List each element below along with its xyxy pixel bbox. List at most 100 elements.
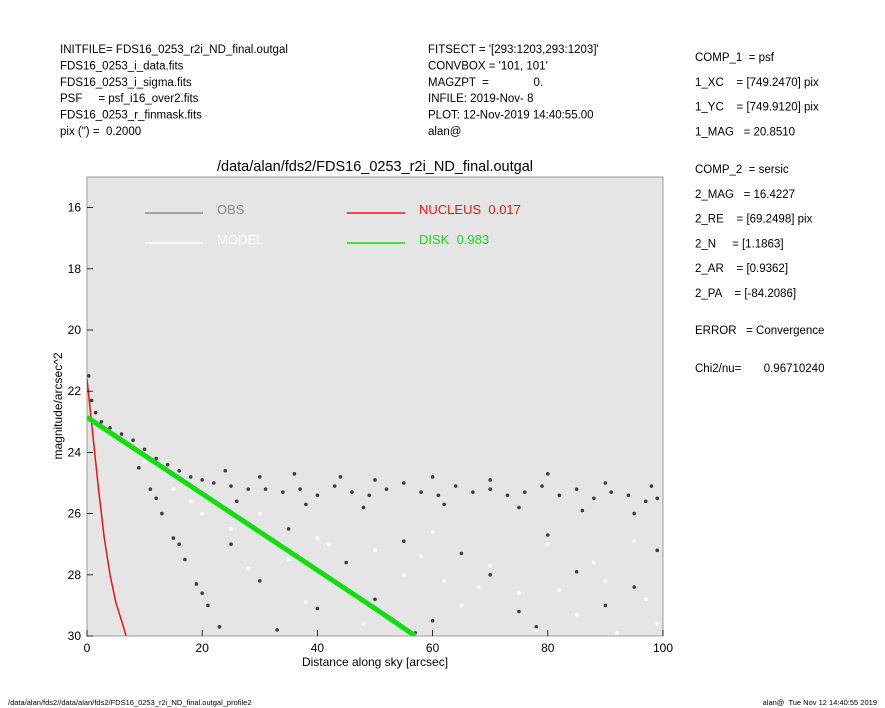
fit-parameter: 1_MAG = 20.8510 — [695, 126, 795, 138]
data-point — [655, 621, 660, 626]
data-point — [574, 569, 579, 574]
data-point — [171, 487, 176, 491]
data-point — [488, 478, 493, 482]
data-point — [402, 481, 406, 485]
data-point — [649, 484, 654, 488]
data-point — [258, 579, 262, 583]
data-point — [292, 472, 297, 476]
data-point — [430, 475, 435, 479]
fit-parameter: 2_PA = [-84.2086] — [695, 288, 796, 300]
data-point — [137, 465, 141, 470]
data-point — [160, 511, 164, 516]
fit-parameter: 2_AR = [0.9362] — [695, 263, 788, 275]
data-point — [263, 487, 268, 491]
data-point — [229, 484, 233, 488]
data-point — [488, 573, 493, 577]
y-tick-label: 20 — [68, 323, 82, 337]
header-line: INITFILE= FDS16_0253_r2i_ND_final.outgal — [60, 44, 288, 56]
data-point — [557, 493, 562, 498]
data-point — [632, 539, 636, 543]
data-point — [643, 597, 648, 602]
data-point — [177, 468, 181, 473]
y-tick-label: 24 — [68, 445, 82, 459]
data-point — [108, 426, 112, 430]
y-tick-label: 18 — [68, 262, 82, 276]
data-point — [459, 603, 464, 608]
data-point — [574, 487, 579, 491]
fit-parameter: 2_N = [1.1863] — [695, 238, 784, 250]
header-line: alan@ — [428, 126, 461, 138]
data-point — [517, 609, 521, 614]
data-point — [592, 496, 596, 501]
data-point — [442, 502, 446, 507]
data-point — [206, 603, 210, 608]
y-tick-label: 30 — [68, 629, 82, 643]
x-tick-label: 0 — [84, 641, 91, 655]
data-point — [183, 557, 187, 562]
data-point — [546, 533, 550, 537]
data-point — [557, 588, 562, 592]
y-axis-label: magnitude/arcsec^2 — [51, 352, 65, 459]
data-point — [367, 493, 372, 498]
data-point — [361, 505, 366, 510]
data-point — [275, 628, 279, 632]
footer-right: alan@ Tue Nov 12 14:40:55 2019 — [763, 698, 877, 707]
data-point — [546, 472, 550, 476]
data-point — [402, 573, 406, 577]
data-point — [338, 475, 343, 479]
data-point — [165, 462, 170, 467]
data-point — [546, 542, 550, 546]
data-point — [200, 511, 204, 516]
y-tick-label: 16 — [68, 201, 82, 215]
data-point — [89, 398, 94, 403]
data-point — [436, 493, 441, 498]
data-point — [632, 511, 636, 516]
data-point — [246, 566, 251, 571]
data-point — [142, 447, 147, 452]
data-point — [315, 493, 320, 498]
data-point — [603, 481, 608, 485]
data-point — [517, 591, 521, 595]
data-point — [402, 539, 406, 543]
data-point — [603, 603, 608, 608]
data-point — [286, 557, 291, 562]
fit-parameter: 2_RE = [69.2498] pix — [695, 214, 813, 226]
data-point — [258, 475, 262, 479]
data-point — [211, 481, 216, 485]
fit-parameter: COMP_2 = sersic — [695, 164, 789, 176]
data-point — [188, 475, 193, 479]
data-point — [229, 527, 233, 531]
legend-label: DISK 0.983 — [419, 232, 489, 247]
data-point — [119, 432, 124, 436]
data-point — [258, 511, 262, 516]
data-point — [505, 493, 510, 498]
data-point — [281, 490, 285, 494]
data-point — [223, 468, 228, 473]
data-point — [327, 542, 331, 546]
profile-line — [87, 415, 417, 636]
data-point — [655, 496, 660, 501]
data-point — [99, 420, 104, 424]
data-point — [87, 374, 91, 378]
data-point — [430, 530, 435, 534]
data-point — [419, 554, 423, 559]
x-tick-label: 20 — [196, 641, 210, 655]
legend-label: NUCLEUS 0.017 — [419, 202, 521, 217]
y-tick-label: 26 — [68, 507, 82, 521]
data-point — [93, 410, 98, 415]
data-point — [188, 499, 193, 504]
data-point — [177, 542, 181, 546]
data-point — [373, 597, 377, 602]
data-point — [315, 606, 320, 611]
data-point — [154, 496, 158, 501]
data-point — [131, 438, 135, 442]
y-tick-label: 22 — [68, 384, 82, 398]
data-point — [488, 563, 493, 568]
data-point — [286, 527, 291, 531]
data-point — [332, 484, 337, 488]
data-point — [373, 548, 377, 553]
data-point — [603, 579, 608, 583]
data-point — [522, 490, 527, 494]
data-point — [350, 490, 354, 494]
data-point — [488, 487, 493, 491]
